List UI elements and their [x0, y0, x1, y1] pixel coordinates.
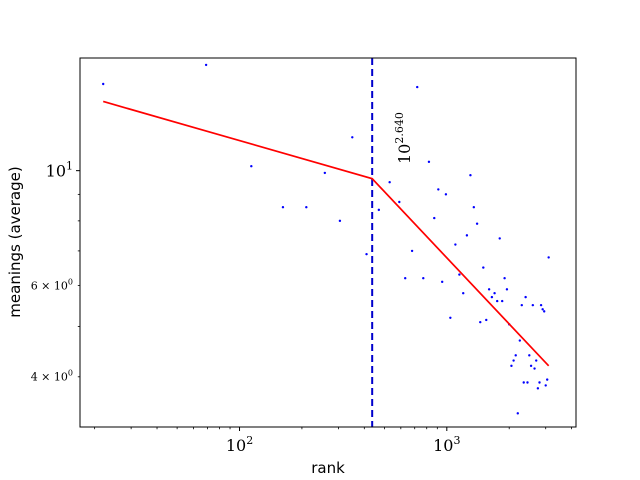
data-point — [323, 171, 327, 175]
data-point — [444, 193, 448, 196]
data-point — [485, 318, 488, 322]
data-point — [250, 165, 253, 168]
breakpoint-label: 102.640 — [393, 112, 414, 164]
breakpoint-label-base: 10 — [395, 144, 414, 164]
data-point — [543, 310, 546, 313]
data-point — [500, 299, 504, 303]
data-point — [526, 381, 529, 384]
plot-area — [80, 58, 576, 427]
data-points — [102, 63, 550, 415]
data-point — [487, 288, 491, 291]
data-point — [365, 252, 368, 256]
data-point — [475, 222, 479, 225]
x-tick-label: 102 — [226, 434, 253, 455]
data-point — [538, 381, 541, 384]
y-tick-label: 101 — [46, 159, 73, 180]
data-point — [410, 249, 414, 253]
data-point — [377, 208, 381, 212]
data-point — [536, 387, 540, 390]
x-axis-label: rank — [311, 459, 345, 477]
data-point — [281, 206, 285, 209]
data-point — [495, 299, 499, 303]
data-point — [398, 200, 401, 204]
data-point — [528, 354, 531, 357]
data-point — [503, 277, 506, 280]
data-point — [533, 367, 536, 370]
data-point — [305, 206, 308, 209]
data-point — [338, 219, 342, 223]
data-point — [544, 384, 547, 387]
data-point — [493, 292, 496, 295]
y-tick-label: 4 × 100 — [31, 369, 73, 384]
data-point — [440, 280, 444, 284]
data-point — [465, 234, 469, 237]
data-point — [462, 292, 465, 295]
data-point — [482, 266, 485, 269]
data-point — [479, 320, 482, 324]
data-point — [546, 378, 549, 381]
y-axis-label: meanings (average) — [6, 166, 24, 317]
data-point — [416, 85, 419, 89]
data-point — [529, 364, 533, 368]
fit-line — [102, 100, 550, 367]
data-point — [433, 216, 436, 220]
y-tick-label: 6 × 100 — [31, 277, 73, 292]
data-point — [518, 339, 522, 342]
data-point — [204, 63, 208, 67]
data-point — [454, 243, 457, 246]
axis-ticks: 102 103 101 6 × 100 4 × 100 — [31, 159, 573, 455]
data-point — [498, 237, 501, 240]
x-tick-label: 103 — [433, 434, 460, 455]
data-point — [490, 295, 494, 299]
data-point — [514, 354, 517, 357]
breakpoint-label-exponent: 2.640 — [393, 112, 406, 144]
data-point — [535, 359, 538, 362]
data-point — [539, 303, 543, 307]
data-point — [510, 364, 513, 368]
data-point — [512, 359, 515, 362]
data-point — [437, 188, 440, 191]
data-point — [472, 206, 476, 209]
data-point — [531, 303, 535, 307]
data-point — [522, 381, 525, 384]
data-point — [547, 256, 550, 259]
data-point — [520, 303, 523, 307]
data-point — [102, 82, 105, 86]
data-point — [427, 160, 431, 164]
data-point — [449, 316, 452, 319]
data-point — [404, 277, 407, 280]
data-point — [505, 288, 509, 291]
data-point — [422, 277, 425, 280]
data-point — [388, 181, 391, 184]
data-point — [541, 308, 544, 311]
data-point — [351, 136, 354, 139]
data-point — [458, 273, 461, 276]
plot-frame — [79, 57, 577, 428]
data-point — [516, 412, 519, 415]
data-point — [524, 295, 527, 299]
data-point — [469, 174, 472, 177]
